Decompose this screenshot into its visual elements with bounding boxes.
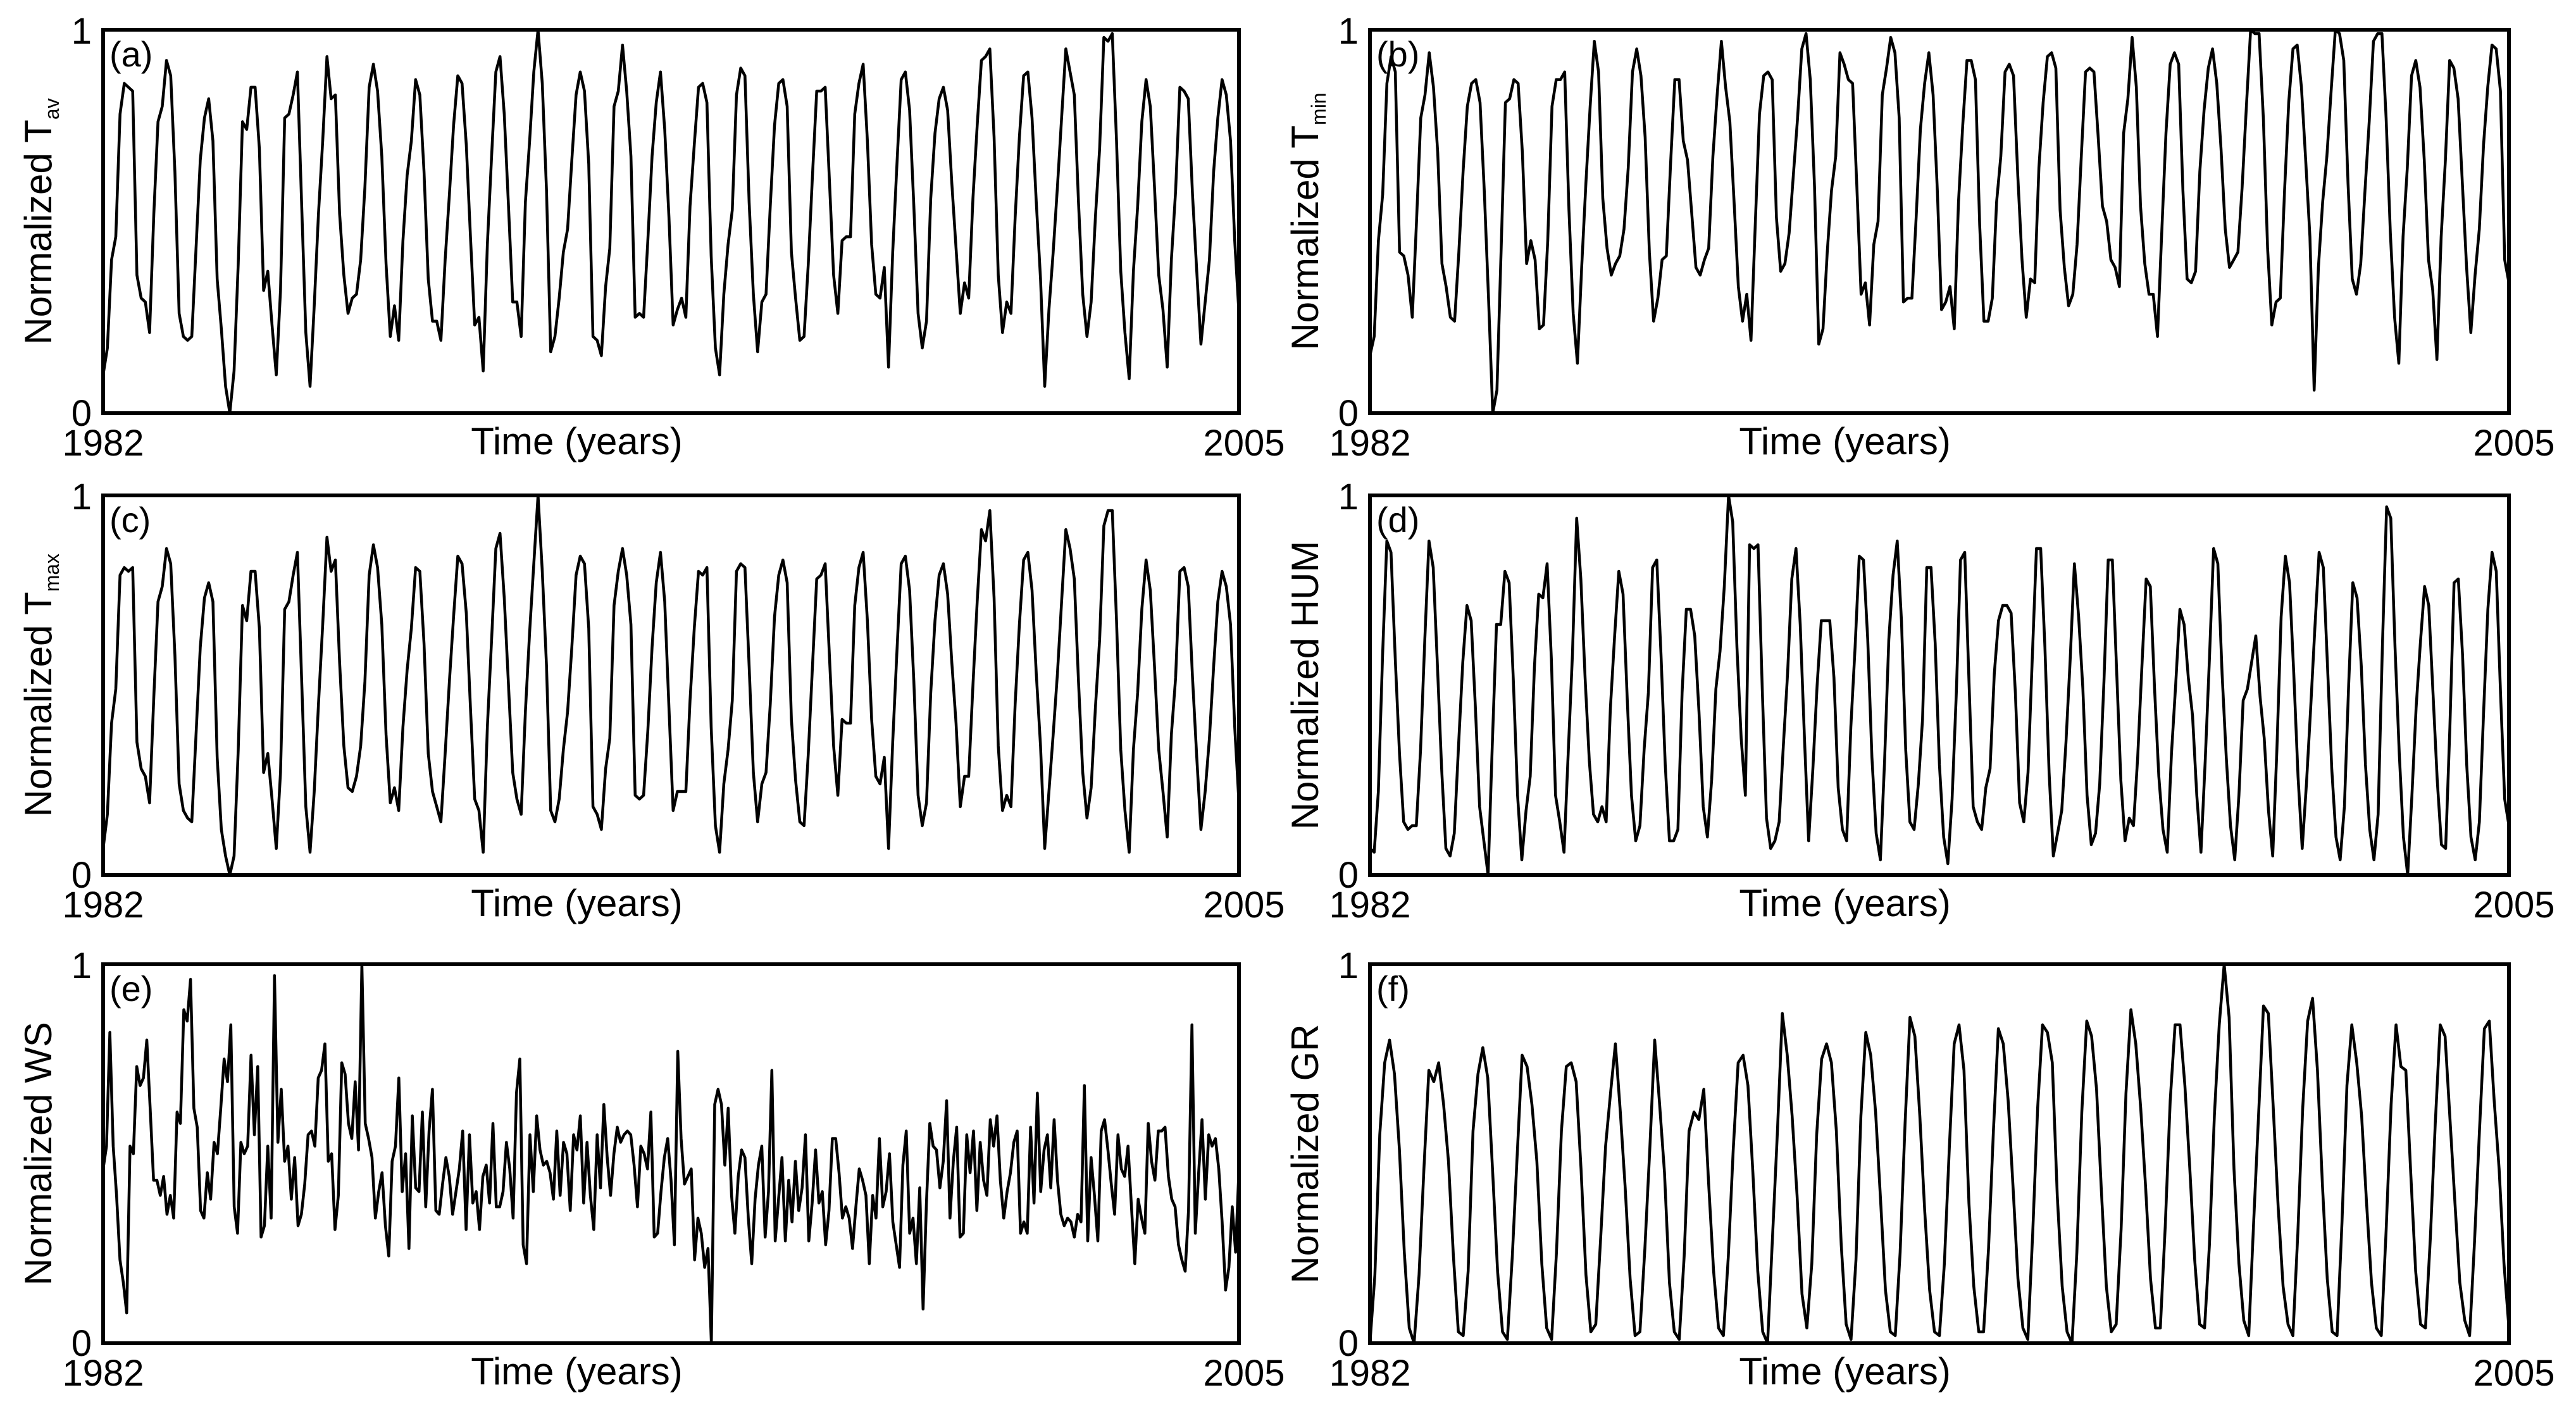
y-axis-label: Normalized Tmax [17,554,63,817]
plot-frame [1368,494,2511,877]
plot-frame [101,28,1241,415]
y-tick-label: 1 [1338,11,1359,52]
x-axis-label: Time (years) [1739,1350,1950,1393]
x-tick-label: 2005 [2473,423,2554,464]
panel-f: 0 1 1982 2005 Time (years) Normalized GR (f) [1284,945,2555,1394]
panel-label: (c) [109,500,151,540]
plot-frame [101,494,1241,877]
panel-a: 0 1 1982 2005 Time (years) Normalized Tav (a) [17,11,1285,464]
y-tick-label: 1 [72,945,92,986]
y-axis-label: Normalized GR [1284,1024,1326,1283]
panel-b: 0 1 1982 2005 Time (years) Normalized Tmin (b) [1284,11,2555,464]
series-line [1368,28,2511,415]
x-tick-label: 2005 [2473,1353,2554,1394]
x-tick-label: 1982 [62,1353,144,1394]
panel-label: (a) [109,34,152,74]
x-axis-label: Time (years) [471,882,682,924]
x-axis-label: Time (years) [1739,882,1950,924]
x-tick-label: 1982 [1329,423,1410,464]
y-tick-label: 0 [1338,1323,1359,1364]
x-tick-label: 2005 [1203,885,1285,926]
panel-label: (d) [1376,500,1419,540]
x-tick-label: 1982 [62,423,144,464]
series-line [1369,494,2511,877]
series-line [101,28,1241,415]
x-axis-label: Time (years) [1739,420,1950,463]
y-axis-label: Normalized Tav [17,98,63,344]
y-tick-label: 0 [1338,393,1359,434]
x-tick-label: 2005 [2473,885,2554,926]
y-tick-label: 1 [1338,945,1359,986]
x-tick-label: 1982 [1329,1353,1410,1394]
x-tick-label: 1982 [1329,885,1410,926]
series-line [101,962,1241,1345]
plot-frame [101,962,1241,1345]
y-tick-label: 0 [1338,855,1359,896]
plot-frame [1368,962,2511,1345]
panel-label: (b) [1376,34,1419,74]
panel-label: (e) [109,969,152,1009]
series-line [101,494,1241,877]
y-tick-label: 0 [72,1323,92,1364]
x-tick-label: 1982 [62,885,144,926]
panel-c: 0 1 1982 2005 Time (years) Normalized Tmax (c) [17,476,1285,926]
y-tick-label: 0 [72,855,92,896]
y-axis-label: Normalized WS [17,1022,59,1286]
x-axis-label: Time (years) [471,420,682,463]
panel-e: 0 1 1982 2005 Time (years) Normalized WS (e) [17,945,1285,1394]
y-axis-label: Normalized HUM [1284,541,1326,830]
panel-d: 0 1 1982 2005 Time (years) Normalized HUM (d) [1284,476,2555,926]
x-axis-label: Time (years) [471,1350,682,1393]
y-axis-label: Normalized Tmin [1284,92,1330,350]
series-line [1368,962,2511,1345]
y-tick-label: 0 [72,393,92,434]
x-tick-label: 2005 [1203,1353,1285,1394]
y-tick-label: 1 [72,476,92,518]
y-tick-label: 1 [72,11,92,52]
panel-label: (f) [1376,969,1410,1009]
plot-frame [1368,28,2511,415]
x-tick-label: 2005 [1203,423,1285,464]
y-tick-label: 1 [1338,476,1359,518]
